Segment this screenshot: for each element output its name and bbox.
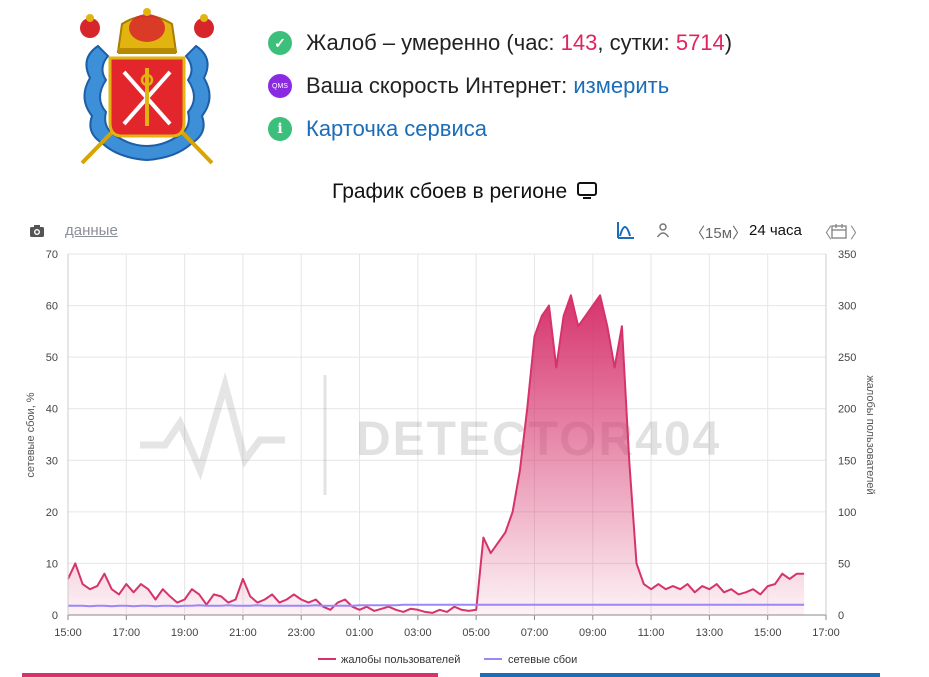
x-tick-label: 19:00 [171, 627, 199, 639]
user-icon[interactable] [656, 222, 670, 238]
x-tick-label: 17:00 [812, 627, 840, 639]
y-right-tick-label: 300 [838, 301, 856, 313]
calendar-next-icon[interactable]: 〉 [850, 225, 866, 242]
chart-legend: жалобы пользователей сетевые сбои [318, 654, 577, 666]
x-tick-label: 05:00 [462, 627, 490, 639]
complaints-hour-value: 143 [560, 30, 598, 55]
y-left-tick-label: 40 [46, 404, 58, 416]
x-tick-label: 21:00 [229, 627, 257, 639]
x-tick-label: 17:00 [113, 627, 141, 639]
x-tick-label: 11:00 [638, 627, 665, 639]
y-right-tick-label: 50 [838, 558, 850, 570]
x-tick-label: 23:00 [287, 627, 315, 639]
y-right-tick-label: 150 [838, 455, 856, 467]
watermark: DETECTOR404 [140, 372, 719, 495]
chart-title: График сбоев в регионе [0, 180, 929, 204]
x-tick-label: 09:00 [579, 627, 607, 639]
bottom-accent-bar-red [22, 673, 438, 677]
data-link[interactable]: данные [65, 222, 118, 239]
x-tick-label: 03:00 [404, 627, 432, 639]
x-tick-label: 15:00 [54, 627, 82, 639]
y-right-tick-label: 350 [838, 249, 856, 261]
calendar-icon[interactable] [831, 223, 847, 239]
monitor-icon [577, 182, 597, 199]
outages-line [68, 603, 805, 608]
legend-complaints: жалобы пользователей [341, 654, 460, 666]
period-selector[interactable]: 24 часа [749, 222, 802, 239]
y-right-tick-label: 0 [838, 610, 844, 622]
service-card-row: i Карточка сервиса [268, 114, 487, 144]
y-right-tick-label: 200 [838, 404, 856, 416]
y-right-axis-label: жалобы пользователей [864, 375, 876, 494]
chart-toolbar: данные 〈15м〉 24 часа 〈 〉 [0, 220, 929, 242]
y-left-tick-label: 20 [46, 507, 58, 519]
y-right-tick-label: 250 [838, 352, 856, 364]
y-left-tick-label: 70 [46, 249, 58, 261]
bottom-accent-bar-blue [480, 673, 880, 677]
coat-of-arms-emblem [80, 8, 214, 165]
x-tick-label: 07:00 [521, 627, 549, 639]
check-icon: ✓ [268, 31, 292, 55]
x-tick-label: 15:00 [754, 627, 782, 639]
y-left-tick-label: 10 [46, 558, 58, 570]
complaints-day-value: 5714 [675, 30, 725, 55]
service-card-link[interactable]: Карточка сервиса [306, 116, 487, 141]
complaints-line [67, 294, 805, 614]
x-tick-label: 13:00 [696, 627, 724, 639]
complaints-status-text: Жалоб – умеренно (час: 143, сутки: 5714) [306, 30, 733, 55]
info-icon: i [268, 117, 292, 141]
outage-chart: DETECTOR404 0 10 20 30 40 50 60 70 0 50 100 150 200 2… [25, 249, 876, 666]
legend-outages: сетевые сбои [508, 654, 577, 666]
complaints-status: ✓ Жалоб – умеренно (час: 143, сутки: 571… [268, 28, 732, 58]
complaints-area [68, 295, 805, 615]
y-left-tick-label: 50 [46, 352, 58, 364]
y-left-tick-label: 60 [46, 301, 58, 313]
internet-speed-row: QMS Ваша скорость Интернет: измерить [268, 71, 669, 101]
chart-mode-icon[interactable] [616, 220, 636, 240]
qms-icon: QMS [268, 74, 292, 98]
camera-icon[interactable] [29, 224, 45, 238]
y-left-axis-label: сетевые сбои, % [25, 392, 37, 477]
speed-label: Ваша скорость Интернет: [306, 73, 574, 98]
calendar-prev-icon[interactable]: 〈 [817, 225, 833, 242]
x-tick-label: 01:00 [346, 627, 374, 639]
y-left-tick-label: 0 [52, 610, 58, 622]
measure-speed-link[interactable]: измерить [573, 73, 670, 98]
interval-selector[interactable]: 〈15м〉 [690, 225, 748, 242]
y-left-tick-label: 30 [46, 455, 58, 467]
y-right-tick-label: 100 [838, 507, 856, 519]
